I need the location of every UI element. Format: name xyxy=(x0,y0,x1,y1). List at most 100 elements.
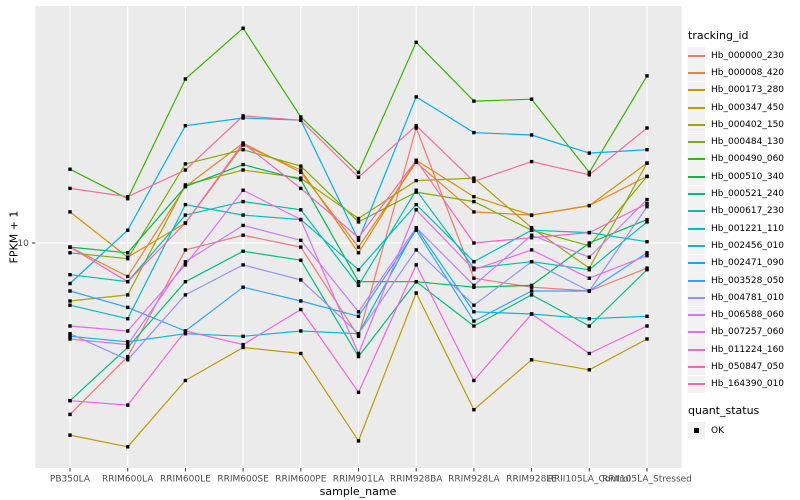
data-point xyxy=(645,126,649,130)
legend-line-swatch xyxy=(688,348,705,351)
data-point xyxy=(587,324,591,328)
data-point xyxy=(356,175,361,179)
data-point xyxy=(299,238,303,242)
legend-entry-label: Hb_004781_010 xyxy=(711,292,785,303)
data-point xyxy=(645,254,649,258)
data-point xyxy=(299,245,303,249)
data-point xyxy=(529,97,534,101)
data-point xyxy=(68,186,72,191)
data-point xyxy=(472,408,476,412)
data-point xyxy=(299,208,303,212)
y-axis-title: FPKM + 1 xyxy=(7,210,21,264)
data-point xyxy=(472,303,476,307)
data-point xyxy=(472,283,476,288)
data-point xyxy=(126,293,130,297)
legend-line-swatch xyxy=(688,71,705,74)
legend-key xyxy=(688,341,705,359)
legend-entry: Hb_000490_060 xyxy=(688,150,784,168)
data-point xyxy=(183,248,188,252)
legend-entry-label: Hb_007257_060 xyxy=(711,327,785,338)
data-point xyxy=(68,412,72,417)
data-point xyxy=(645,268,649,272)
legend-key xyxy=(688,64,705,82)
legend-line-swatch xyxy=(688,383,705,386)
data-point xyxy=(299,299,303,303)
data-point xyxy=(68,299,72,303)
data-point xyxy=(645,204,649,209)
data-point xyxy=(587,368,591,372)
axis-labels: PB350LA RRIM600LA RRIM600LE RRIM600SE RRIM60… xyxy=(17,239,691,484)
data-point xyxy=(183,280,188,284)
legend-key xyxy=(688,116,705,134)
data-point xyxy=(356,251,361,255)
data-point xyxy=(183,202,188,207)
data-point xyxy=(299,168,303,172)
data-point xyxy=(356,390,361,394)
data-point xyxy=(645,220,649,224)
legend-line-swatch xyxy=(688,331,705,334)
legend-line-swatch xyxy=(688,227,705,230)
legend-key xyxy=(688,272,705,289)
data-point xyxy=(587,289,591,293)
data-point xyxy=(414,190,418,194)
data-point xyxy=(299,307,303,312)
data-point xyxy=(472,310,476,314)
legend-key xyxy=(688,168,705,186)
data-point xyxy=(241,199,245,204)
data-point xyxy=(414,124,418,128)
legend-key xyxy=(688,375,705,393)
data-point xyxy=(529,228,534,232)
legend-entry: Hb_000484_130 xyxy=(688,133,784,151)
data-point xyxy=(126,257,130,261)
data-point xyxy=(529,159,534,164)
legend-entry-label: Hb_000617_230 xyxy=(711,206,785,217)
legend-key xyxy=(688,237,705,255)
data-point xyxy=(299,258,303,262)
x-tick-label: RRIM928LA xyxy=(448,475,500,485)
legend-line-swatch xyxy=(688,193,705,196)
data-point xyxy=(299,217,303,222)
legend-line-swatch xyxy=(688,279,705,282)
data-point xyxy=(183,184,188,189)
data-point xyxy=(414,178,418,183)
data-points xyxy=(68,26,649,449)
legend-line-swatch xyxy=(688,244,705,247)
legend-key xyxy=(688,202,705,220)
legend-entry: Hb_000173_280 xyxy=(688,81,784,99)
data-point xyxy=(356,268,361,272)
data-point xyxy=(414,226,418,230)
data-point xyxy=(587,317,591,321)
data-point xyxy=(472,268,476,272)
legend-line-swatch xyxy=(688,175,705,178)
legend-key xyxy=(688,150,705,168)
quant-status-entries: OK xyxy=(688,422,784,440)
data-point xyxy=(241,188,245,192)
data-point xyxy=(68,337,72,341)
data-point xyxy=(183,124,188,128)
data-point xyxy=(68,324,72,328)
data-point xyxy=(414,188,418,192)
data-point xyxy=(356,334,361,338)
data-point xyxy=(241,285,245,289)
data-point xyxy=(587,230,591,235)
data-point xyxy=(587,203,591,208)
data-point xyxy=(68,210,72,214)
data-point xyxy=(241,114,245,118)
legend-entry: Hb_000000_230 xyxy=(688,47,784,65)
data-point xyxy=(241,334,245,338)
legend-key xyxy=(688,99,705,117)
data-point xyxy=(126,342,130,347)
data-point xyxy=(299,186,303,191)
legend-entry: Hb_000521_240 xyxy=(688,185,784,203)
data-point xyxy=(241,223,245,228)
data-point xyxy=(68,167,72,171)
data-point xyxy=(645,174,649,179)
legend-line-swatch xyxy=(688,210,705,213)
data-point xyxy=(587,241,591,245)
data-point xyxy=(414,158,418,162)
legend-entry: Hb_011224_160 xyxy=(688,341,784,359)
data-point xyxy=(472,130,476,135)
data-point xyxy=(356,439,361,443)
data-point xyxy=(414,126,418,130)
